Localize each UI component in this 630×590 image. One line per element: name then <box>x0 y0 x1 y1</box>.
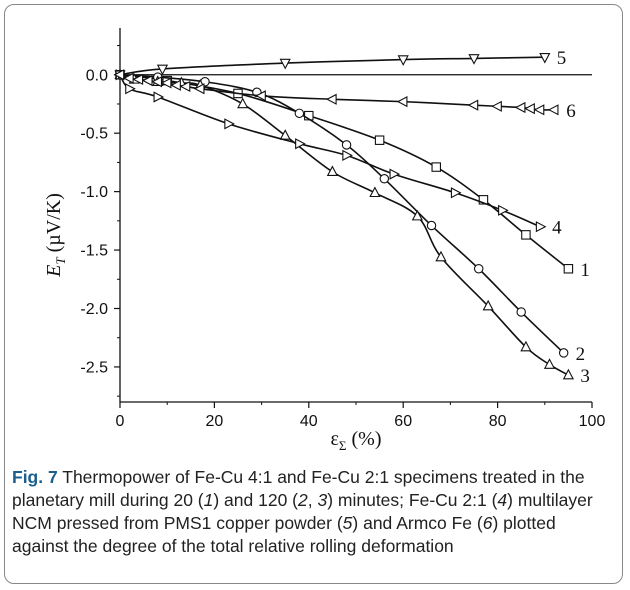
series-4-point <box>499 206 508 215</box>
y-tick-label: -1.0 <box>80 184 108 201</box>
series-5-label: 5 <box>557 48 567 69</box>
series-6-point <box>535 105 544 114</box>
x-tick-label: 60 <box>394 413 412 430</box>
series-4-point <box>343 151 352 160</box>
series-2-point <box>517 308 525 316</box>
series-6-point <box>327 95 336 104</box>
y-tick-label: 0.0 <box>86 67 108 84</box>
series-1-point <box>522 231 530 239</box>
series-6-point <box>549 105 558 114</box>
series-2: 2 <box>116 71 585 365</box>
series-6: 6 <box>115 70 576 122</box>
y-axis-label: ET (µV/K) <box>43 193 68 278</box>
series-2-point <box>427 221 435 229</box>
series-4-point <box>225 119 234 128</box>
series-3-point <box>370 188 379 197</box>
series-1-point <box>375 136 383 144</box>
series-6-label: 6 <box>566 101 576 122</box>
series-6-point <box>516 103 525 112</box>
series-2-point <box>295 109 303 117</box>
caption-ref-5: 5 <box>343 513 353 533</box>
series-2-label: 2 <box>576 344 586 365</box>
caption-text: ) and Armco Fe ( <box>352 513 482 533</box>
series-2-point <box>342 141 350 149</box>
series-6-point <box>469 100 478 109</box>
series-6-point <box>398 97 407 106</box>
y-tick-label: -2.0 <box>80 301 108 318</box>
figure-caption: Fig. 7 Thermopower of Fe-Cu 4:1 and Fe-C… <box>12 466 602 558</box>
series-5-line <box>120 57 545 75</box>
x-axis-label: εΣ (%) <box>331 428 382 453</box>
caption-text: ) and 120 ( <box>213 490 298 510</box>
x-tick-label: 40 <box>300 413 318 430</box>
series-3-point <box>564 370 573 379</box>
series-2-point <box>559 349 567 357</box>
caption-ref-2: 2 <box>298 490 308 510</box>
series-2-point <box>380 175 388 183</box>
series-6-point <box>492 102 501 111</box>
series-2-line <box>120 75 564 353</box>
series-4-point <box>154 92 163 101</box>
y-tick-label: -2.5 <box>80 359 108 376</box>
series-3-point <box>238 99 247 108</box>
series-3-point <box>281 130 290 139</box>
y-tick-label: -0.5 <box>80 126 108 143</box>
thermopower-chart: 0 20 40 60 80 100 0.0 -0.5 -1.0 -1.5 -2.0 -2.5 1 23 4… <box>0 0 630 460</box>
caption-ref-3: 3 <box>317 490 327 510</box>
series-4-point <box>126 84 135 93</box>
series-1-label: 1 <box>580 260 590 281</box>
x-tick-label: 80 <box>489 413 507 430</box>
figure-label: Fig. 7 <box>12 467 58 487</box>
series-3-label: 3 <box>580 366 590 387</box>
series-3-line <box>120 75 568 375</box>
series-1: 1 <box>116 71 590 281</box>
chart-axes: 0 20 40 60 80 100 0.0 -0.5 -1.0 -1.5 -2.0 -2.5 <box>80 28 605 430</box>
caption-ref-1: 1 <box>204 490 214 510</box>
caption-text: ) minutes; Fe-Cu 2:1 ( <box>327 490 497 510</box>
x-tick-label: 100 <box>579 413 606 430</box>
series-4: 4 <box>116 70 562 239</box>
series-6-point <box>525 104 534 113</box>
series-4-label: 4 <box>552 218 562 239</box>
caption-text: , <box>308 490 318 510</box>
series-4-point <box>451 188 460 197</box>
series-4-point <box>390 169 399 178</box>
y-tick-label: -1.5 <box>80 243 108 260</box>
caption-ref-6: 6 <box>483 513 493 533</box>
x-tick-label: 20 <box>206 413 224 430</box>
x-tick-label: 0 <box>116 413 125 430</box>
series-2-point <box>475 265 483 273</box>
series-1-point <box>564 265 572 273</box>
series-3-point <box>328 167 337 176</box>
series-4-point <box>536 222 545 231</box>
series-3-point <box>545 359 554 368</box>
series-1-point <box>432 163 440 171</box>
caption-ref-4: 4 <box>497 490 507 510</box>
